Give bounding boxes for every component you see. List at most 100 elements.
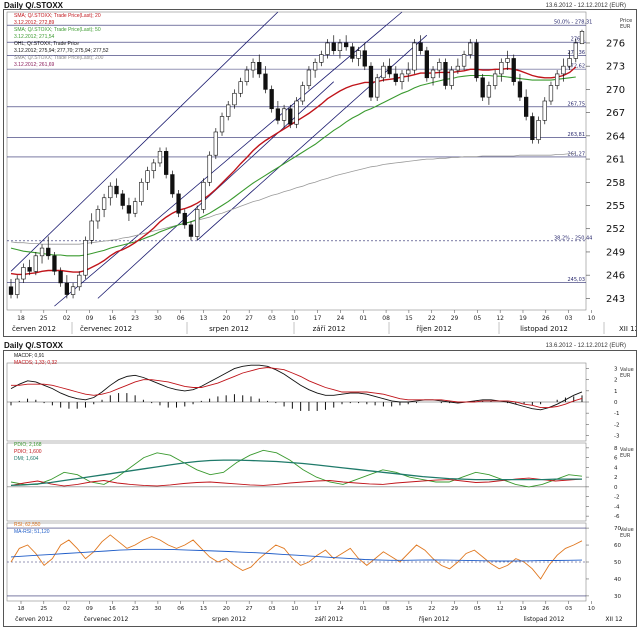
price-panel: 243 246 249 252 255 258 261 264 267 270 273 276 Pric… <box>3 9 639 337</box>
dmi-unit-line: EUR <box>620 453 631 459</box>
candle-body <box>139 181 144 202</box>
candle-body <box>430 69 436 79</box>
candle-body <box>294 100 299 125</box>
price-axis-label: 243 <box>606 294 625 305</box>
candle-body <box>232 92 237 106</box>
macd-legend-entry: MACDS; 1,33; 0,32 <box>14 360 58 366</box>
price-legend: SMA; Q/.STOXX; Trade Price(Last); 20 3.12… <box>14 13 109 69</box>
x-axis-label: 12 <box>496 315 504 322</box>
rsi-legend: RSI; 62,550 MA-RSI; 51,120 <box>14 522 50 536</box>
candle-body <box>188 224 194 237</box>
price-legend-entry: 3.12.2012; 271,54 <box>14 34 55 40</box>
candle-body <box>368 65 374 98</box>
price-legend-entry: OHL; Q/.STOXX; Trade Price <box>14 41 79 47</box>
macd-legend: MACDF; 0,91 MACDS; 1,33; 0,32 <box>14 353 57 367</box>
rsi-axis-label: 30 <box>614 594 621 600</box>
price-axis-label: 261 <box>606 155 625 166</box>
candle-body <box>548 85 554 102</box>
rsi-legend-entry: RSI; 62,550 <box>14 522 41 528</box>
x-axis-label: 02 <box>63 315 71 322</box>
dmi-line <box>10 459 582 487</box>
macd-axis-label: -2 <box>614 422 619 428</box>
dmi-unit-line: Value <box>620 447 634 453</box>
macd-unit-label: Value EUR <box>620 367 634 379</box>
trend-channel-line <box>54 11 403 307</box>
price-axis-label: 267 <box>606 108 625 119</box>
price-legend-entry: SMA; Q/.STOXX; Trade Price(Last); 50 <box>14 27 101 33</box>
macd-unit-line: Value <box>620 367 634 373</box>
rsi-axis-label: 60 <box>614 543 621 549</box>
candle-body <box>362 50 367 67</box>
candle-body <box>195 209 200 237</box>
candle-body <box>306 69 312 86</box>
candle-body <box>46 247 51 257</box>
candle-body <box>393 73 398 82</box>
indicator-month-label: červen 2012 <box>15 616 53 623</box>
x-axis-label: 06 <box>177 315 185 322</box>
x-axis-label: 30 <box>154 315 162 322</box>
candle-body <box>344 42 349 48</box>
dmi-legend: PDIO; 2,168 PDIO; 1,600 DMI; 1,604 <box>14 442 42 463</box>
x-axis-label: 16 <box>108 315 116 322</box>
candle-body <box>207 154 212 183</box>
price-level-label: 261,27 <box>568 151 586 157</box>
trend-channel-line <box>10 11 279 272</box>
candle-body <box>164 151 169 175</box>
pdi-minus-line <box>10 477 583 487</box>
price-plot-frame <box>6 11 587 311</box>
rsi-axis-label: 50 <box>614 560 621 566</box>
x-axis-label: 27 <box>245 315 253 322</box>
x-axis-label: 25 <box>40 315 48 322</box>
month-label: červen 2012 <box>12 325 56 333</box>
price-level-label: 263,81 <box>568 132 586 138</box>
indicator-x-axis-label: 16 <box>109 606 116 612</box>
candle-body <box>58 270 63 284</box>
x-axis-label: 01 <box>359 315 367 322</box>
candle-body <box>27 267 32 272</box>
x-axis-label: 22 <box>428 315 436 322</box>
candle-body <box>263 73 268 90</box>
candle-body <box>579 31 585 45</box>
candle-body <box>350 46 355 59</box>
indicator-x-axis-label: 26 <box>542 606 549 612</box>
candle-body <box>399 73 405 82</box>
candle-body <box>325 42 330 55</box>
dmi-axis-label: 0 <box>614 485 618 491</box>
indicator-x-axis-label: 03 <box>565 606 572 612</box>
indicator-x-axis-label: 13 <box>200 606 207 612</box>
candle-body <box>170 174 175 195</box>
x-axis-label: 18 <box>17 315 25 322</box>
indicator-x-axis-label: 17 <box>314 606 321 612</box>
candle-body <box>70 286 76 295</box>
macd-axis-label: 0 <box>614 400 618 406</box>
candle-body <box>52 255 57 272</box>
x-axis-label: 23 <box>131 315 139 322</box>
dmi-legend-entry: PDIO; 1,600 <box>14 449 42 455</box>
candle-body <box>486 85 492 98</box>
candle-body <box>219 116 225 133</box>
main-date-range: 13.6.2012 - 12.12.2012 (EUR) <box>545 3 626 9</box>
macd-axis-label: 2 <box>614 378 618 384</box>
candle-body <box>226 104 231 117</box>
candle-body <box>424 50 429 79</box>
candle-body <box>312 62 318 71</box>
main-chart-title: Daily Q/.STOXX <box>4 1 63 10</box>
price-axis-label: 252 <box>606 224 625 235</box>
macd-axis-label: 1 <box>614 389 618 395</box>
candle-body <box>474 42 479 79</box>
indicator-panel: 3 2 1 0 -1 -2 -3 Value EUR 8 6 4 2 0 -2 -4 -6 Value EUR 70 6… <box>3 350 637 627</box>
dmi-legend-entry: DMI; 1,604 <box>14 456 39 462</box>
price-axis-label: 264 <box>606 131 625 142</box>
x-axis-label: 03 <box>268 315 276 322</box>
price-unit-label: Price EUR <box>620 18 632 30</box>
candle-body <box>120 193 125 206</box>
month-label: srpen 2012 <box>209 325 249 333</box>
indicator-x-axis-label: 23 <box>132 606 139 612</box>
candle-body <box>281 108 287 121</box>
price-axis-label: 255 <box>606 201 625 212</box>
macd-axis-label: -1 <box>614 411 619 417</box>
indicator-x-axis-label: 12 <box>497 606 504 612</box>
month-label: říjen 2012 <box>416 325 452 333</box>
x-axis-label: 05 <box>474 315 482 322</box>
